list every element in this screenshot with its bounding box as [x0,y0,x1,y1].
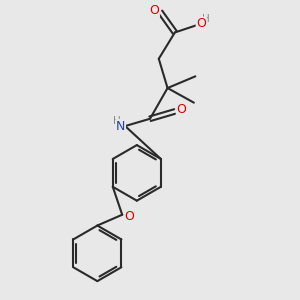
Text: H: H [202,14,209,24]
Text: O: O [149,4,159,17]
Text: H: H [113,116,121,126]
Text: N: N [116,120,125,133]
Text: O: O [124,210,134,223]
Text: O: O [176,103,186,116]
Text: O: O [196,17,206,30]
